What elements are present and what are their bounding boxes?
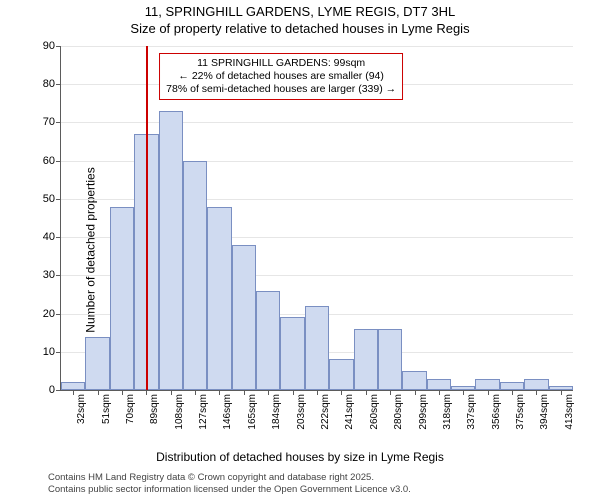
y-tick-label: 90	[31, 40, 55, 52]
y-tick-label: 20	[31, 308, 55, 320]
x-axis-label: Distribution of detached houses by size …	[0, 450, 600, 464]
x-tick-label: 413sqm	[564, 390, 575, 430]
bar	[183, 161, 207, 390]
x-tick-mark	[390, 390, 391, 395]
x-tick-mark	[73, 390, 74, 395]
x-tick-mark	[317, 390, 318, 395]
footnote-line-2: Contains public sector information licen…	[48, 484, 411, 496]
title-line-2: Size of property relative to detached ho…	[0, 21, 600, 36]
x-tick-label: 337sqm	[466, 390, 477, 430]
y-tick-mark	[56, 314, 61, 315]
y-tick-label: 80	[31, 78, 55, 90]
marker-line	[146, 46, 148, 390]
y-tick-label: 40	[31, 231, 55, 243]
y-tick-mark	[56, 352, 61, 353]
x-tick-label: 32sqm	[76, 390, 87, 424]
bar	[159, 111, 183, 390]
bar	[110, 207, 134, 390]
plot-area: 010203040506070809032sqm51sqm70sqm89sqm1…	[60, 46, 573, 391]
bar	[256, 291, 280, 390]
x-tick-label: 89sqm	[149, 390, 160, 424]
x-tick-label: 222sqm	[320, 390, 331, 430]
bar	[280, 317, 304, 390]
x-tick-mark	[171, 390, 172, 395]
x-tick-label: 184sqm	[271, 390, 282, 430]
x-tick-label: 299sqm	[418, 390, 429, 430]
x-tick-label: 394sqm	[539, 390, 550, 430]
x-tick-label: 241sqm	[344, 390, 355, 430]
y-tick-label: 30	[31, 269, 55, 281]
y-tick-mark	[56, 46, 61, 47]
x-tick-mark	[195, 390, 196, 395]
bar	[329, 359, 353, 390]
y-tick-label: 60	[31, 155, 55, 167]
bar	[402, 371, 426, 390]
y-tick-label: 70	[31, 116, 55, 128]
x-tick-label: 51sqm	[101, 390, 112, 424]
bar	[500, 382, 524, 390]
y-tick-label: 0	[31, 384, 55, 396]
bar	[354, 329, 378, 390]
bar	[85, 337, 109, 391]
x-tick-mark	[415, 390, 416, 395]
bar	[61, 382, 85, 390]
x-tick-mark	[463, 390, 464, 395]
footnote: Contains HM Land Registry data © Crown c…	[48, 472, 411, 496]
x-tick-mark	[512, 390, 513, 395]
x-tick-mark	[244, 390, 245, 395]
bar	[524, 379, 548, 390]
x-tick-mark	[122, 390, 123, 395]
x-tick-label: 318sqm	[442, 390, 453, 430]
gridline	[61, 122, 573, 123]
x-tick-label: 203sqm	[296, 390, 307, 430]
chart-title-block: 11, SPRINGHILL GARDENS, LYME REGIS, DT7 …	[0, 4, 600, 36]
x-tick-mark	[366, 390, 367, 395]
y-tick-mark	[56, 275, 61, 276]
title-line-1: 11, SPRINGHILL GARDENS, LYME REGIS, DT7 …	[0, 4, 600, 19]
x-tick-mark	[146, 390, 147, 395]
y-tick-label: 10	[31, 346, 55, 358]
x-tick-label: 70sqm	[125, 390, 136, 424]
bar	[378, 329, 402, 390]
y-tick-mark	[56, 237, 61, 238]
y-tick-mark	[56, 390, 61, 391]
x-tick-mark	[219, 390, 220, 395]
x-tick-label: 146sqm	[222, 390, 233, 430]
x-tick-label: 280sqm	[393, 390, 404, 430]
x-tick-label: 127sqm	[198, 390, 209, 430]
gridline	[61, 46, 573, 47]
bar	[232, 245, 256, 390]
footnote-line-1: Contains HM Land Registry data © Crown c…	[48, 472, 411, 484]
x-tick-mark	[268, 390, 269, 395]
annotation-line-2: ← 22% of detached houses are smaller (94…	[166, 70, 396, 83]
x-tick-mark	[293, 390, 294, 395]
x-tick-label: 375sqm	[515, 390, 526, 430]
annotation-box: 11 SPRINGHILL GARDENS: 99sqm← 22% of det…	[159, 53, 403, 100]
x-tick-label: 108sqm	[174, 390, 185, 430]
y-tick-mark	[56, 199, 61, 200]
x-tick-mark	[439, 390, 440, 395]
x-tick-mark	[341, 390, 342, 395]
bar	[305, 306, 329, 390]
x-tick-mark	[488, 390, 489, 395]
y-tick-mark	[56, 84, 61, 85]
annotation-line-1: 11 SPRINGHILL GARDENS: 99sqm	[166, 57, 396, 70]
annotation-line-3: 78% of semi-detached houses are larger (…	[166, 83, 396, 96]
chart-container: { "title_line1": "11, SPRINGHILL GARDENS…	[0, 0, 600, 500]
x-tick-mark	[536, 390, 537, 395]
x-tick-label: 165sqm	[247, 390, 258, 430]
x-tick-mark	[98, 390, 99, 395]
bar	[427, 379, 451, 390]
y-tick-mark	[56, 161, 61, 162]
bar	[207, 207, 231, 390]
y-tick-label: 50	[31, 193, 55, 205]
y-tick-mark	[56, 122, 61, 123]
x-tick-label: 356sqm	[491, 390, 502, 430]
x-tick-label: 260sqm	[369, 390, 380, 430]
bar	[475, 379, 499, 390]
x-tick-mark	[561, 390, 562, 395]
